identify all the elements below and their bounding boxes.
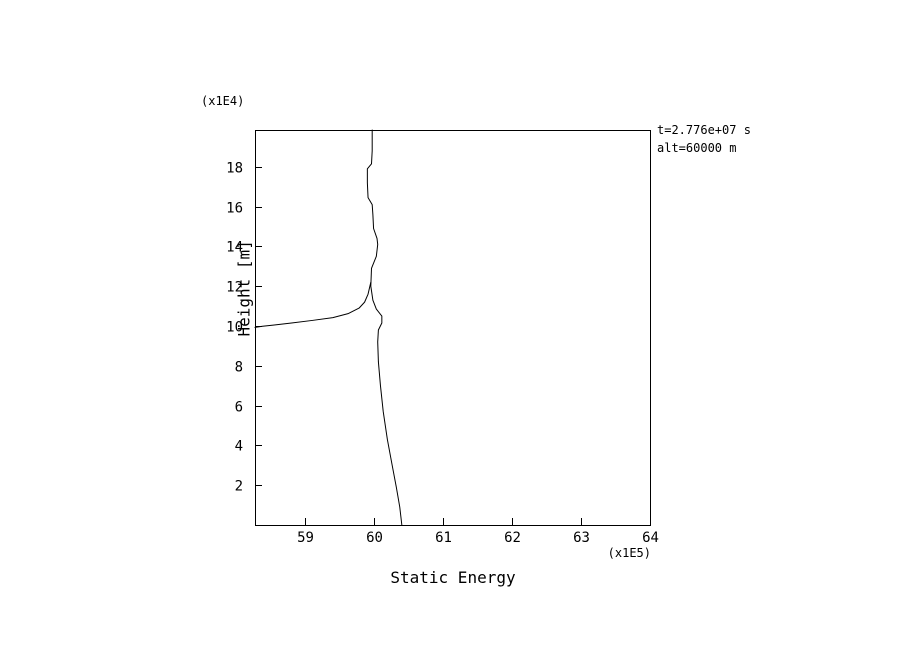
- y-tick-label: 18: [226, 161, 243, 177]
- y-axis-scale-label: (x1E4): [201, 94, 245, 108]
- y-tick-label: 2: [235, 479, 243, 495]
- x-tick-label: 59: [297, 530, 314, 546]
- data-series: [254, 129, 403, 526]
- x-tick-label: 62: [504, 530, 521, 546]
- series-left-asymptotic-branch: [254, 281, 372, 328]
- y-tick-label: 16: [226, 201, 243, 217]
- x-axis-title-text: Static Energy: [390, 568, 516, 587]
- x-tick-label: 64: [642, 530, 659, 546]
- x-tick-label: 60: [366, 530, 383, 546]
- x-tick-label: 61: [435, 530, 452, 546]
- plot-frame: [255, 130, 651, 526]
- axis-ticks: [255, 167, 651, 525]
- series-static-energy-profile: [366, 129, 403, 526]
- y-tick-label: 14: [226, 240, 243, 256]
- axis-tick-labels: 59 60 61 62 63 64 2 4 6 8 10 12 14 16 18: [226, 161, 659, 547]
- annotation-altitude: alt=60000 m: [657, 141, 737, 155]
- y-tick-label: 10: [226, 320, 243, 336]
- x-axis-scale-label: (x1E5): [607, 546, 651, 560]
- plot-border: [255, 130, 651, 526]
- x-tick-label: 63: [573, 530, 590, 546]
- y-tick-label: 6: [235, 400, 243, 416]
- x-axis-title: Static Energy: [0, 568, 904, 587]
- y-tick-label: 12: [226, 280, 243, 296]
- y-tick-label: 4: [235, 439, 243, 455]
- y-tick-label: 8: [235, 360, 243, 376]
- annotation-time: t=2.776e+07 s: [657, 123, 751, 137]
